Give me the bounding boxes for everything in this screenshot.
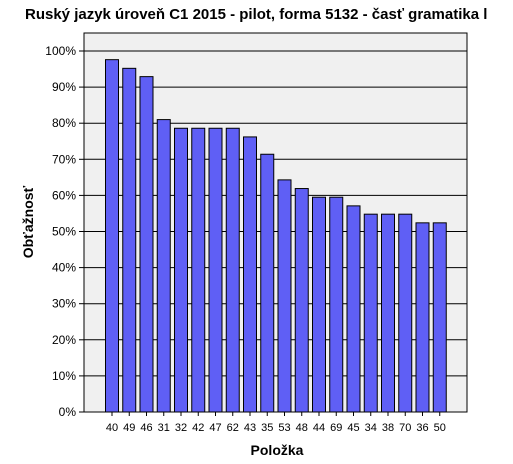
x-tick-label: 38 (382, 422, 394, 434)
x-tick-label: 53 (278, 422, 290, 434)
bar (329, 196, 344, 413)
y-tick-label: 80% (52, 116, 76, 130)
x-tick-label: 32 (175, 422, 187, 434)
y-tick-label: 40% (52, 261, 76, 275)
y-tick-label: 10% (52, 369, 76, 383)
y-tick-label: 70% (52, 152, 76, 166)
x-tick-label: 62 (227, 422, 239, 434)
y-tick-label: 30% (52, 297, 76, 311)
y-tick-label: 60% (52, 188, 76, 202)
bar (225, 127, 240, 413)
chart-title-text: Ruský jazyk úroveň C1 2015 - pilot, form… (25, 6, 488, 23)
bar (208, 127, 223, 413)
x-axis-ticks: 40 49 46 31 32 42 47 62 43 35 53 48 44 69 45 34 38 70 36 50 (106, 412, 446, 434)
y-tick-label: 0% (59, 405, 77, 419)
x-tick-label: 49 (123, 422, 135, 434)
bar (294, 188, 309, 413)
bar (432, 222, 447, 413)
x-tick-label: 31 (158, 422, 170, 434)
bar (415, 222, 430, 413)
bar (363, 213, 378, 413)
bar (174, 127, 188, 413)
bar (312, 196, 326, 413)
x-tick-label: 34 (365, 422, 377, 434)
bar (381, 213, 395, 413)
x-tick-label: 70 (399, 422, 411, 434)
x-tick-label: 36 (416, 422, 428, 434)
x-tick-label: 35 (261, 422, 273, 434)
x-tick-label: 43 (244, 422, 256, 434)
y-axis-label: Obťažnosť (20, 185, 36, 258)
x-tick-label: 50 (434, 422, 446, 434)
x-tick-label: 48 (296, 422, 308, 434)
chart-title: Ruský jazyk úroveň C1 2015 - pilot, form… (0, 4, 513, 28)
x-tick-label: 45 (347, 422, 359, 434)
x-tick-label: 47 (209, 422, 221, 434)
x-tick-label: 42 (192, 422, 204, 434)
bar (346, 205, 361, 413)
bar (398, 213, 413, 413)
bar (156, 119, 171, 413)
x-tick-label: 40 (106, 422, 118, 434)
y-axis-ticks: 0% 10% 20% 30% 40% 50% 60% 70% 80% 90% 100% (45, 44, 84, 419)
x-tick-label: 69 (330, 422, 342, 434)
x-tick-label: 46 (140, 422, 152, 434)
bar (277, 179, 292, 413)
bar (243, 136, 257, 413)
y-tick-label: 20% (52, 333, 76, 347)
x-axis-label: Položka (251, 442, 304, 458)
y-tick-label: 90% (52, 80, 76, 94)
bar (191, 127, 206, 413)
bar (139, 76, 154, 413)
x-tick-label: 44 (313, 422, 325, 434)
y-tick-label: 50% (52, 225, 76, 239)
bar (105, 59, 119, 413)
bar (260, 153, 275, 413)
y-tick-label: 100% (45, 44, 76, 58)
bar (122, 67, 137, 413)
